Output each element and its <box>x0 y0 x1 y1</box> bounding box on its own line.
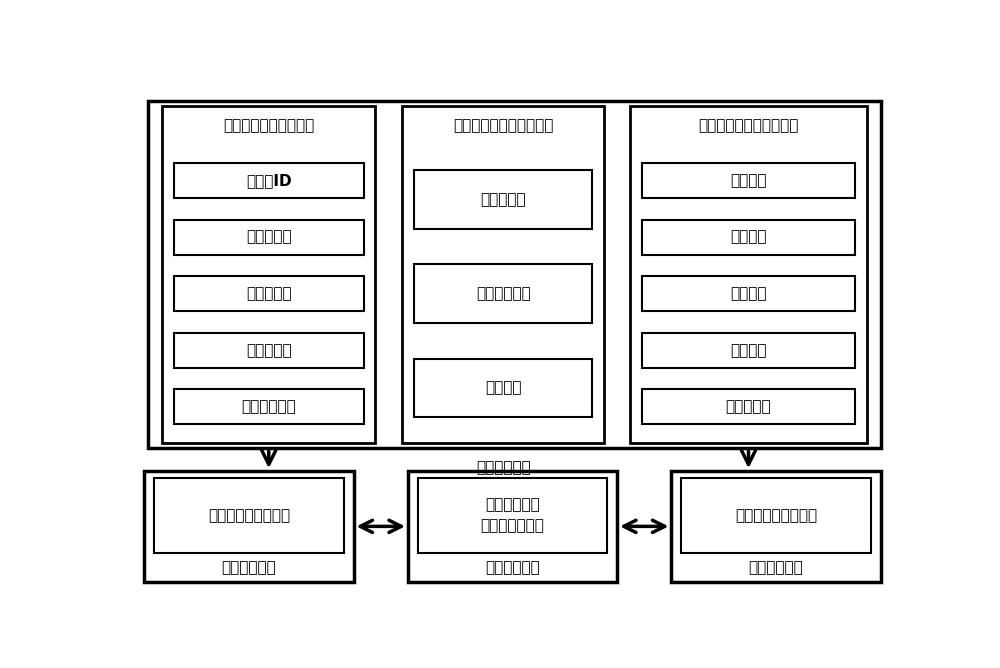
Text: 音乐疗愈模块: 音乐疗愈模块 <box>485 560 540 575</box>
Text: 脑电波振幅: 脑电波振幅 <box>480 192 526 207</box>
FancyBboxPatch shape <box>174 276 364 311</box>
Text: 数据采集装置: 数据采集装置 <box>476 460 531 475</box>
Text: 歌手姓名: 歌手姓名 <box>730 230 767 244</box>
FancyBboxPatch shape <box>402 106 604 443</box>
FancyBboxPatch shape <box>414 359 592 417</box>
FancyBboxPatch shape <box>174 163 364 198</box>
Text: 使用者ID: 使用者ID <box>246 173 292 188</box>
Text: 脑电波采样率: 脑电波采样率 <box>476 286 531 301</box>
FancyBboxPatch shape <box>642 276 855 311</box>
FancyBboxPatch shape <box>681 478 871 553</box>
Text: 基于使用者的脑电数据: 基于使用者的脑电数据 <box>223 118 314 133</box>
FancyBboxPatch shape <box>414 170 592 228</box>
FancyBboxPatch shape <box>408 471 617 582</box>
FancyBboxPatch shape <box>144 471 354 582</box>
Text: 基于情感标签的音乐数据: 基于情感标签的音乐数据 <box>698 118 799 133</box>
Text: 脑电分析与识别装置: 脑电分析与识别装置 <box>208 508 290 523</box>
FancyBboxPatch shape <box>174 333 364 368</box>
FancyBboxPatch shape <box>174 389 364 424</box>
FancyBboxPatch shape <box>642 333 855 368</box>
Text: 情绪识别模块: 情绪识别模块 <box>222 560 276 575</box>
Text: 脑电波振幅: 脑电波振幅 <box>246 343 292 357</box>
Text: 基于情绪标签的脑电数据: 基于情绪标签的脑电数据 <box>453 118 553 133</box>
Text: 情绪标签: 情绪标签 <box>485 380 521 395</box>
FancyBboxPatch shape <box>642 163 855 198</box>
Text: 使用者性别: 使用者性别 <box>246 286 292 301</box>
Text: 脑电波采样率: 脑电波采样率 <box>241 399 296 414</box>
Text: 音乐分析与分类装置: 音乐分析与分类装置 <box>735 508 817 523</box>
FancyBboxPatch shape <box>642 389 855 424</box>
Text: 音乐标题: 音乐标题 <box>730 173 767 188</box>
Text: 情绪关系挖掘
与音乐疗愈装置: 情绪关系挖掘 与音乐疗愈装置 <box>481 498 544 534</box>
FancyBboxPatch shape <box>630 106 867 443</box>
FancyBboxPatch shape <box>642 220 855 255</box>
Text: 使用者年龄: 使用者年龄 <box>246 230 292 244</box>
FancyBboxPatch shape <box>414 265 592 323</box>
Text: 音乐分类模块: 音乐分类模块 <box>749 560 803 575</box>
Text: 音频采样率: 音频采样率 <box>726 399 771 414</box>
FancyBboxPatch shape <box>154 478 344 553</box>
Text: 情感标签: 情感标签 <box>730 343 767 357</box>
FancyBboxPatch shape <box>418 478 607 553</box>
FancyBboxPatch shape <box>148 101 881 448</box>
Text: 音频信号: 音频信号 <box>730 286 767 301</box>
FancyBboxPatch shape <box>671 471 881 582</box>
FancyBboxPatch shape <box>174 220 364 255</box>
FancyBboxPatch shape <box>162 106 375 443</box>
